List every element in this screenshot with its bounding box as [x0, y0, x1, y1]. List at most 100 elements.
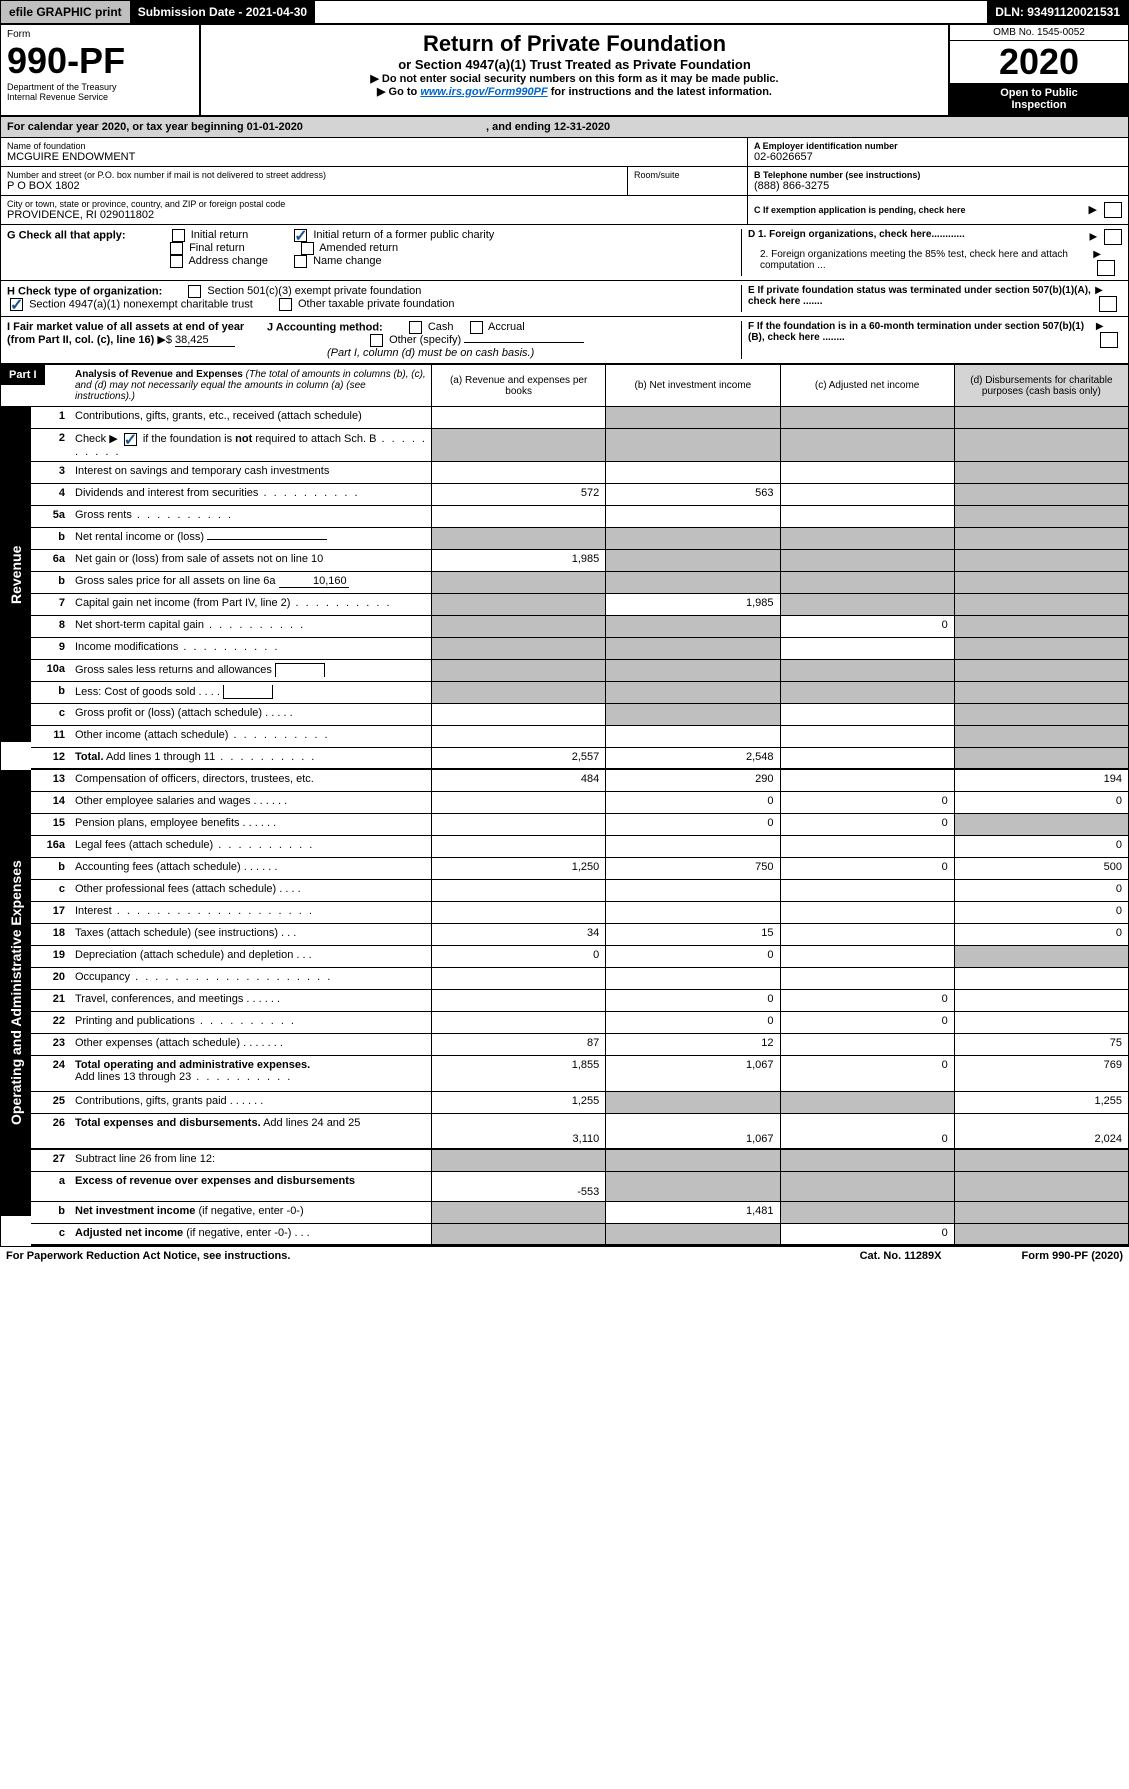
row-22-desc: Printing and publications	[71, 1012, 431, 1033]
exemption-checkbox[interactable]	[1104, 202, 1122, 218]
r19-b: 0	[605, 946, 779, 967]
r18-a: 34	[431, 924, 605, 945]
cash-checkbox[interactable]	[409, 321, 422, 334]
j-note: (Part I, column (d) must be on cash basi…	[327, 347, 534, 359]
r19-a: 0	[431, 946, 605, 967]
d2-label: 2. Foreign organizations meeting the 85%…	[748, 249, 1093, 276]
row-7-desc: Capital gain net income (from Part IV, l…	[71, 594, 431, 615]
row-5b-desc: Net rental income or (loss)	[71, 528, 431, 549]
row-14-desc: Other employee salaries and wages . . . …	[71, 792, 431, 813]
r4-b: 563	[605, 484, 779, 505]
r16a-d: 0	[954, 836, 1128, 857]
r23-d: 75	[954, 1034, 1128, 1055]
row-27a-desc: Excess of revenue over expenses and disb…	[71, 1172, 431, 1201]
submission-date: Submission Date - 2021-04-30	[130, 1, 315, 23]
instr-goto: ▶ Go to www.irs.gov/Form990PF for instru…	[207, 85, 942, 98]
name-change-checkbox[interactable]	[294, 255, 307, 268]
ein-value: 02-6026657	[754, 151, 1122, 163]
sch-b-checkbox[interactable]	[124, 433, 137, 446]
r14-c: 0	[780, 792, 954, 813]
part1-header: Part I Analysis of Revenue and Expenses …	[1, 363, 1128, 407]
row-18-desc: Taxes (attach schedule) (see instruction…	[71, 924, 431, 945]
d1-checkbox[interactable]	[1104, 229, 1122, 245]
row-23-desc: Other expenses (attach schedule) . . . .…	[71, 1034, 431, 1055]
h3-checkbox[interactable]	[279, 298, 292, 311]
exemption-pending-label: C If exemption application is pending, c…	[754, 205, 966, 215]
foundation-name: MCGUIRE ENDOWMENT	[7, 151, 741, 163]
r26-b: 1,067	[605, 1114, 779, 1148]
row-15-desc: Pension plans, employee benefits . . . .…	[71, 814, 431, 835]
row-10b-desc: Less: Cost of goods sold . . . .	[71, 682, 431, 703]
row-26-desc: Total expenses and disbursements. Add li…	[71, 1114, 431, 1148]
r16b-b: 750	[605, 858, 779, 879]
r13-a: 484	[431, 770, 605, 791]
address-value: P O BOX 1802	[7, 180, 621, 192]
row-3-desc: Interest on savings and temporary cash i…	[71, 462, 431, 483]
r18-b: 15	[605, 924, 779, 945]
h2-checkbox[interactable]	[10, 298, 23, 311]
row-19-desc: Depreciation (attach schedule) and deple…	[71, 946, 431, 967]
accrual-checkbox[interactable]	[470, 321, 483, 334]
row-6a-desc: Net gain or (loss) from sale of assets n…	[71, 550, 431, 571]
part1-title: Analysis of Revenue and Expenses	[75, 369, 243, 380]
row-21-desc: Travel, conferences, and meetings . . . …	[71, 990, 431, 1011]
form-subtitle: or Section 4947(a)(1) Trust Treated as P…	[207, 57, 942, 72]
row-16b-desc: Accounting fees (attach schedule) . . . …	[71, 858, 431, 879]
open-public-2: Inspection	[954, 99, 1124, 111]
j-label: J Accounting method:	[267, 321, 383, 333]
r23-b: 12	[605, 1034, 779, 1055]
e-checkbox[interactable]	[1099, 296, 1117, 312]
f-checkbox[interactable]	[1100, 332, 1118, 348]
address-change-checkbox[interactable]	[170, 255, 183, 268]
form-number: 990-PF	[7, 40, 193, 82]
initial-return-checkbox[interactable]	[172, 229, 185, 242]
r17-d: 0	[954, 902, 1128, 923]
row-16a-desc: Legal fees (attach schedule)	[71, 836, 431, 857]
h1-checkbox[interactable]	[188, 285, 201, 298]
form-header: Form 990-PF Department of the Treasury I…	[1, 25, 1128, 117]
amended-return-checkbox[interactable]	[301, 242, 314, 255]
r13-b: 290	[605, 770, 779, 791]
ein-label: A Employer identification number	[754, 141, 1122, 151]
r22-b: 0	[605, 1012, 779, 1033]
r26-c: 0	[780, 1114, 954, 1148]
irs-link[interactable]: www.irs.gov/Form990PF	[420, 86, 547, 98]
col-a-header: (a) Revenue and expenses per books	[436, 375, 601, 397]
final-return-checkbox[interactable]	[170, 242, 183, 255]
r22-c: 0	[780, 1012, 954, 1033]
row-9-desc: Income modifications	[71, 638, 431, 659]
top-bar: efile GRAPHIC print Submission Date - 20…	[1, 1, 1128, 25]
r14-d: 0	[954, 792, 1128, 813]
footer-catno: Cat. No. 11289X	[860, 1250, 942, 1262]
address-label: Number and street (or P.O. box number if…	[7, 170, 621, 180]
open-public-1: Open to Public	[954, 87, 1124, 99]
r24-c: 0	[780, 1056, 954, 1091]
r23-a: 87	[431, 1034, 605, 1055]
city-value: PROVIDENCE, RI 029011802	[7, 209, 741, 221]
row-25-desc: Contributions, gifts, grants paid . . . …	[71, 1092, 431, 1113]
row-11-desc: Other income (attach schedule)	[71, 726, 431, 747]
city-label: City or town, state or province, country…	[7, 199, 741, 209]
r16b-a: 1,250	[431, 858, 605, 879]
f-label: F If the foundation is in a 60-month ter…	[748, 321, 1096, 359]
efile-label: efile GRAPHIC print	[1, 1, 130, 23]
r7-b: 1,985	[605, 594, 779, 615]
row-8-desc: Net short-term capital gain	[71, 616, 431, 637]
room-label: Room/suite	[634, 170, 741, 180]
r18-d: 0	[954, 924, 1128, 945]
r25-d: 1,255	[954, 1092, 1128, 1113]
expenses-sidebar: Operating and Administrative Expenses	[1, 770, 31, 1216]
initial-former-checkbox[interactable]	[294, 229, 307, 242]
d2-checkbox[interactable]	[1097, 260, 1115, 276]
col-c-header: (c) Adjusted net income	[785, 380, 950, 391]
d1-label: D 1. Foreign organizations, check here..…	[748, 229, 965, 245]
revenue-sidebar: Revenue	[1, 407, 31, 742]
telephone-label: B Telephone number (see instructions)	[754, 170, 1122, 180]
r12-b: 2,548	[605, 748, 779, 768]
row-27b-desc: Net investment income (if negative, ente…	[71, 1202, 431, 1223]
other-method-checkbox[interactable]	[370, 334, 383, 347]
r6a-a: 1,985	[431, 550, 605, 571]
r4-a: 572	[431, 484, 605, 505]
omb-number: OMB No. 1545-0052	[950, 25, 1128, 41]
h-label: H Check type of organization:	[7, 285, 162, 297]
